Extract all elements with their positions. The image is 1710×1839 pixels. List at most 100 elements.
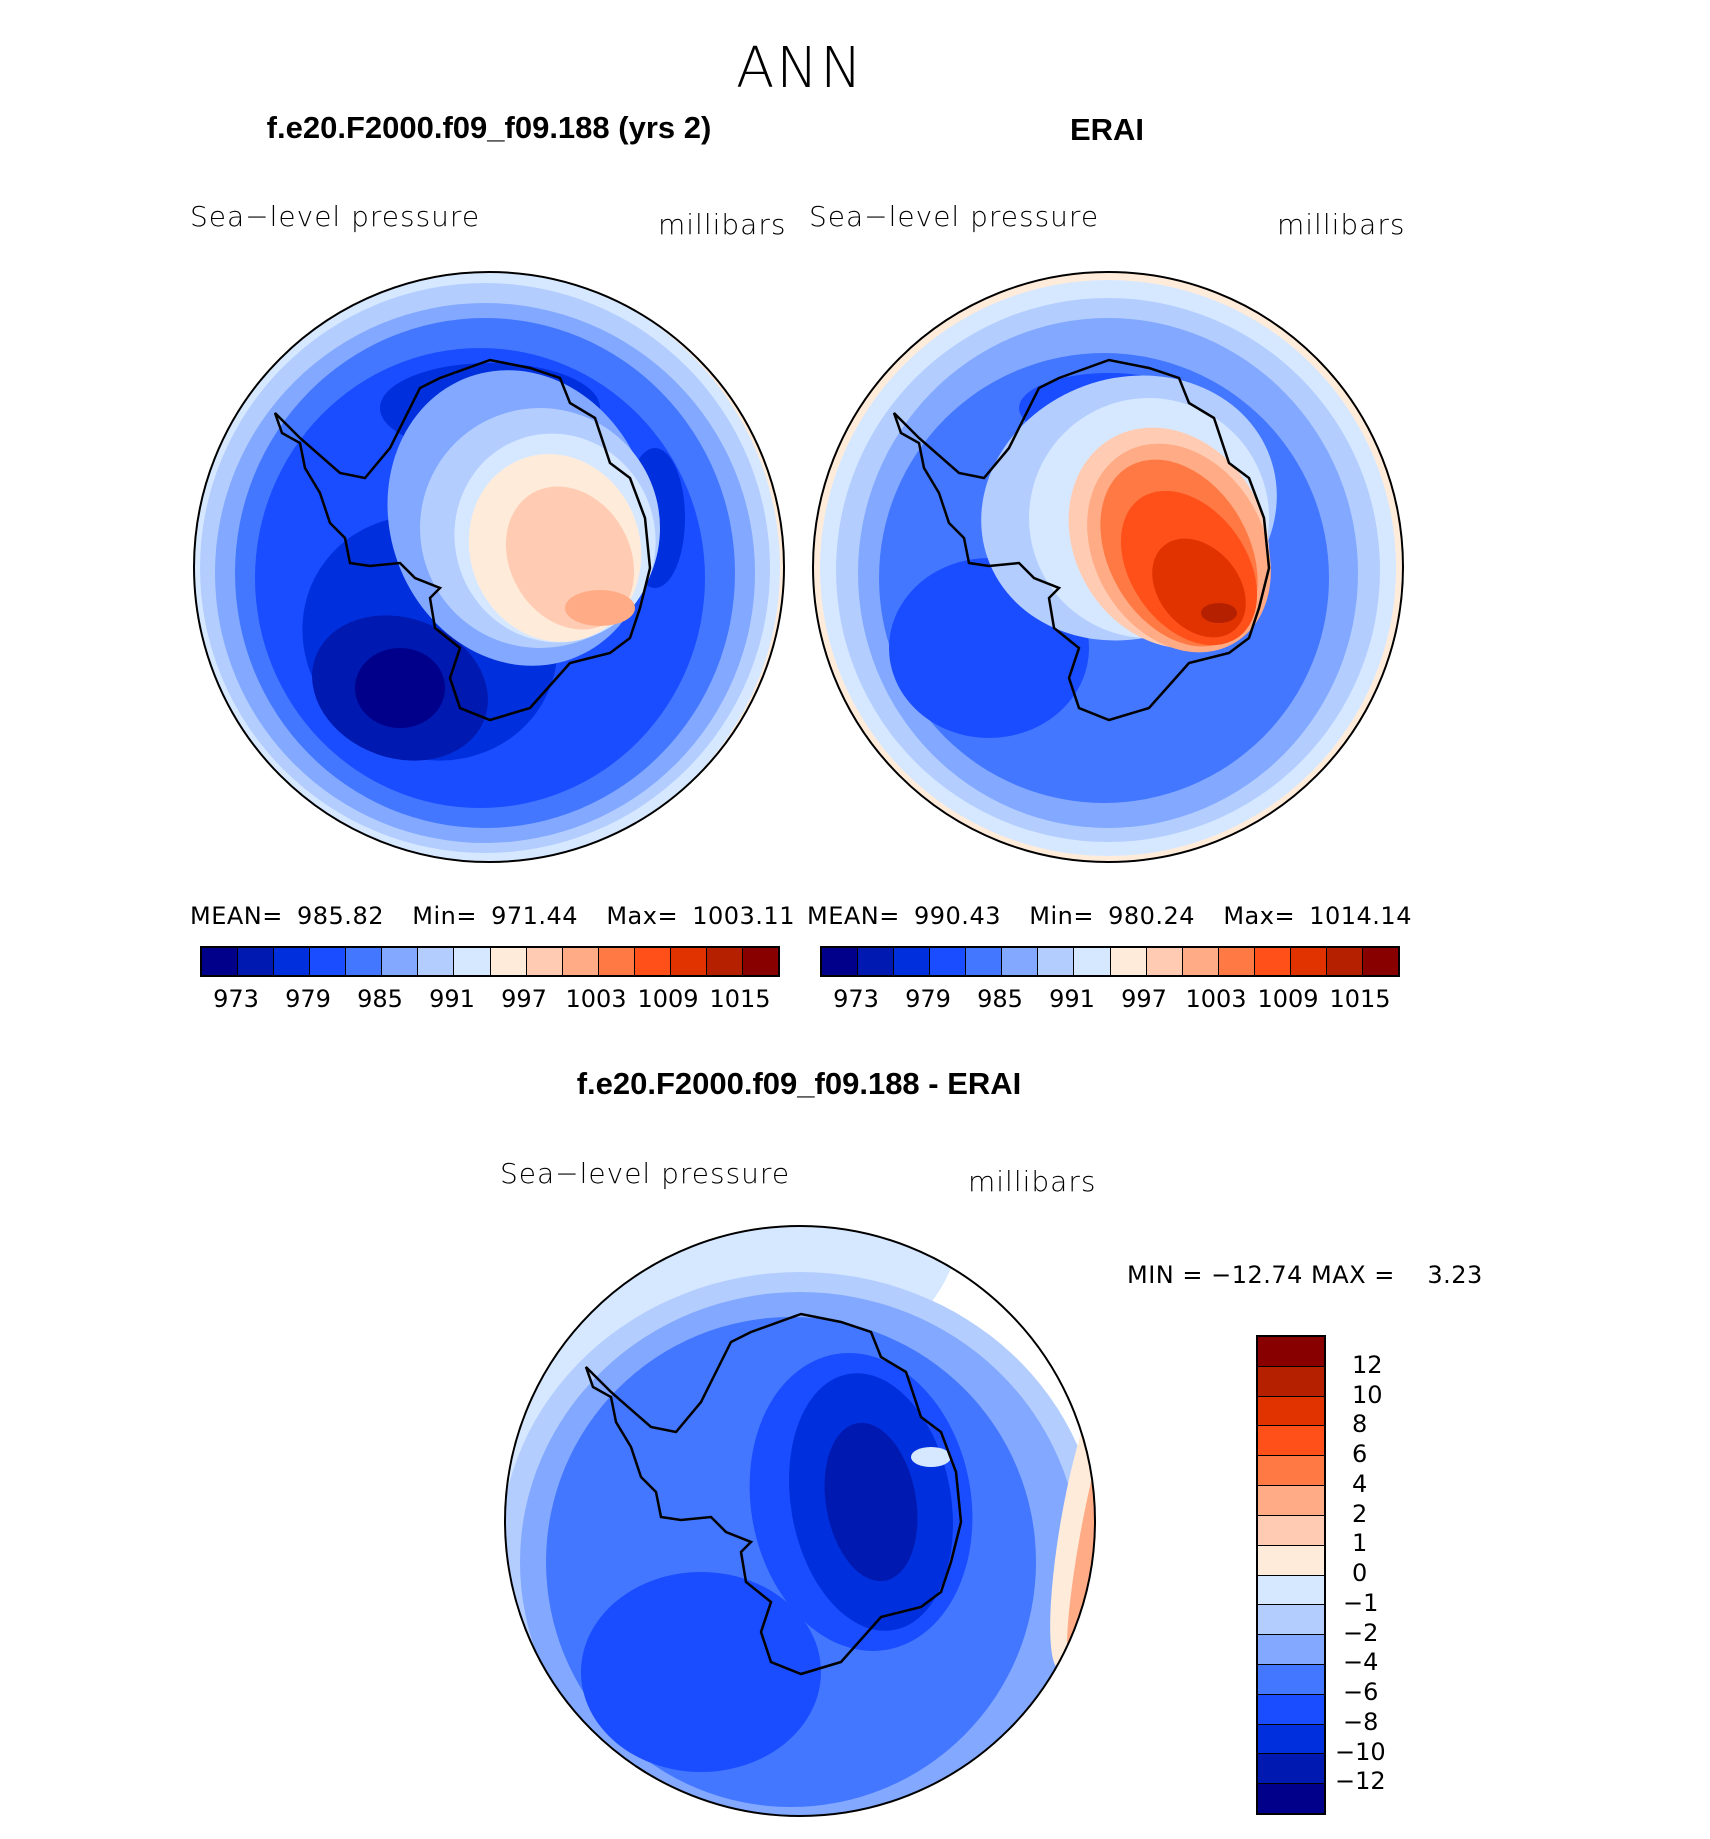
colorbar-box xyxy=(1258,1754,1324,1785)
colorbar-box xyxy=(1182,948,1219,975)
colorbar-box xyxy=(1258,1635,1324,1665)
colorbar-tick-label: −6 xyxy=(1343,1678,1379,1706)
colorbar-box xyxy=(1326,948,1363,975)
colorbar-tick-label: 973 xyxy=(833,985,879,1013)
colorbar-tick-label: 1015 xyxy=(709,985,771,1013)
colorbar-box xyxy=(1258,1515,1324,1546)
colorbar-tick-label: −8 xyxy=(1343,1707,1379,1736)
map-boundary xyxy=(504,1225,1096,1817)
colorbar-box xyxy=(274,948,311,975)
colorbar-box xyxy=(1258,1694,1324,1725)
panel1-units-label: millibars xyxy=(658,208,787,241)
panel1-stats: MEAN= 985.82 Min= 971.44 Max= 1003.11 xyxy=(190,902,795,930)
min-value: 980.24 xyxy=(1108,902,1196,930)
colorbar-box xyxy=(1258,1724,1324,1755)
colorbar-tick-label: 1003 xyxy=(565,985,627,1013)
max-value: 1014.14 xyxy=(1309,902,1412,930)
max-value: 1003.11 xyxy=(692,902,795,930)
panel2-variable-label: Sea−level pressure xyxy=(809,200,1100,233)
colorbar-box xyxy=(1362,948,1398,975)
colorbar-tick-label: −4 xyxy=(1343,1648,1379,1677)
panel3-units-label: millibars xyxy=(968,1165,1097,1198)
panel2-units-label: millibars xyxy=(1277,208,1406,241)
colorbar-tick-label: 997 xyxy=(1121,985,1167,1013)
max-label: Max= xyxy=(606,902,679,930)
min-label: Min= xyxy=(412,902,477,930)
panel1-map xyxy=(193,271,785,863)
colorbar-tick-label: 6 xyxy=(1352,1440,1368,1468)
contour-band xyxy=(355,648,445,728)
colorbar-box xyxy=(1258,1605,1324,1636)
colorbar-box xyxy=(202,948,239,975)
colorbar-tick-label: 991 xyxy=(1049,985,1095,1013)
colorbar-box xyxy=(562,948,599,975)
colorbar-tick-label: −1 xyxy=(1343,1588,1379,1617)
colorbar-box xyxy=(1258,1396,1324,1427)
colorbar-box xyxy=(238,948,275,975)
colorbar-box xyxy=(310,948,347,975)
colorbar-box xyxy=(1002,948,1039,975)
panel1-colorbar xyxy=(200,946,780,977)
colorbar-tick-label: 1015 xyxy=(1329,985,1391,1013)
colorbar-tick-label: 1009 xyxy=(1257,985,1319,1013)
colorbar-box xyxy=(1290,948,1327,975)
contour-band xyxy=(581,1572,821,1772)
colorbar-tick-label: 4 xyxy=(1352,1469,1368,1498)
min-label: Min= xyxy=(1029,902,1094,930)
colorbar-box xyxy=(670,948,707,975)
panel3-title: f.e20.F2000.f09_f09.188 - ERAI xyxy=(576,1066,1022,1101)
colorbar-tick-label: 985 xyxy=(357,985,403,1013)
colorbar-box xyxy=(1038,948,1075,975)
colorbar-box xyxy=(742,948,778,975)
min-value: 971.44 xyxy=(491,902,579,930)
max-label: Max= xyxy=(1223,902,1296,930)
colorbar-box xyxy=(858,948,895,975)
panel2-title: ERAI xyxy=(1069,112,1145,147)
panel2-colorbar xyxy=(820,946,1400,977)
colorbar-tick-label: 985 xyxy=(977,985,1023,1013)
panel3-colorbar xyxy=(1256,1335,1326,1815)
colorbar-box xyxy=(1218,948,1255,975)
colorbar-box xyxy=(1254,948,1291,975)
colorbar-box xyxy=(382,948,419,975)
colorbar-tick-label: 1 xyxy=(1352,1529,1368,1558)
colorbar-box xyxy=(598,948,635,975)
colorbar-box xyxy=(1258,1575,1324,1606)
colorbar-box xyxy=(1258,1456,1324,1487)
colorbar-box xyxy=(1258,1366,1324,1397)
colorbar-box xyxy=(1258,1337,1324,1367)
panel1-title: f.e20.F2000.f09_f09.188 (yrs 2) xyxy=(266,110,712,145)
colorbar-box xyxy=(706,948,743,975)
mean-label: MEAN= xyxy=(807,902,900,930)
colorbar-tick-label: 991 xyxy=(429,985,475,1013)
colorbar-box xyxy=(1146,948,1183,975)
map-boundary xyxy=(812,271,1404,863)
contour-band xyxy=(1067,1423,1095,1661)
colorbar-box xyxy=(454,948,491,975)
colorbar-box xyxy=(966,948,1003,975)
colorbar-box xyxy=(1258,1664,1324,1695)
colorbar-tick-label: −10 xyxy=(1335,1737,1386,1766)
contour-band xyxy=(565,590,635,626)
mean-label: MEAN= xyxy=(190,902,283,930)
contour-band xyxy=(1201,603,1237,623)
panel2-stats: MEAN= 990.43 Min= 980.24 Max= 1014.14 xyxy=(807,902,1412,930)
antarctica-coastline xyxy=(892,358,1271,722)
colorbar-tick-label: 979 xyxy=(285,985,331,1013)
antarctica-coastline xyxy=(273,358,652,722)
colorbar-box xyxy=(1110,948,1147,975)
colorbar-box xyxy=(930,948,967,975)
colorbar-box xyxy=(1258,1545,1324,1576)
colorbar-box xyxy=(1258,1784,1324,1813)
main-title: ANN xyxy=(735,36,865,101)
colorbar-box xyxy=(1074,948,1111,975)
colorbar-tick-label: 10 xyxy=(1352,1380,1383,1409)
colorbar-box xyxy=(822,948,859,975)
map-boundary xyxy=(193,271,785,863)
colorbar-box xyxy=(1258,1486,1324,1516)
colorbar-tick-label: 997 xyxy=(501,985,547,1013)
panel3-variable-label: Sea−level pressure xyxy=(500,1157,791,1190)
colorbar-tick-label: 1009 xyxy=(637,985,699,1013)
panel2-map xyxy=(812,271,1404,863)
